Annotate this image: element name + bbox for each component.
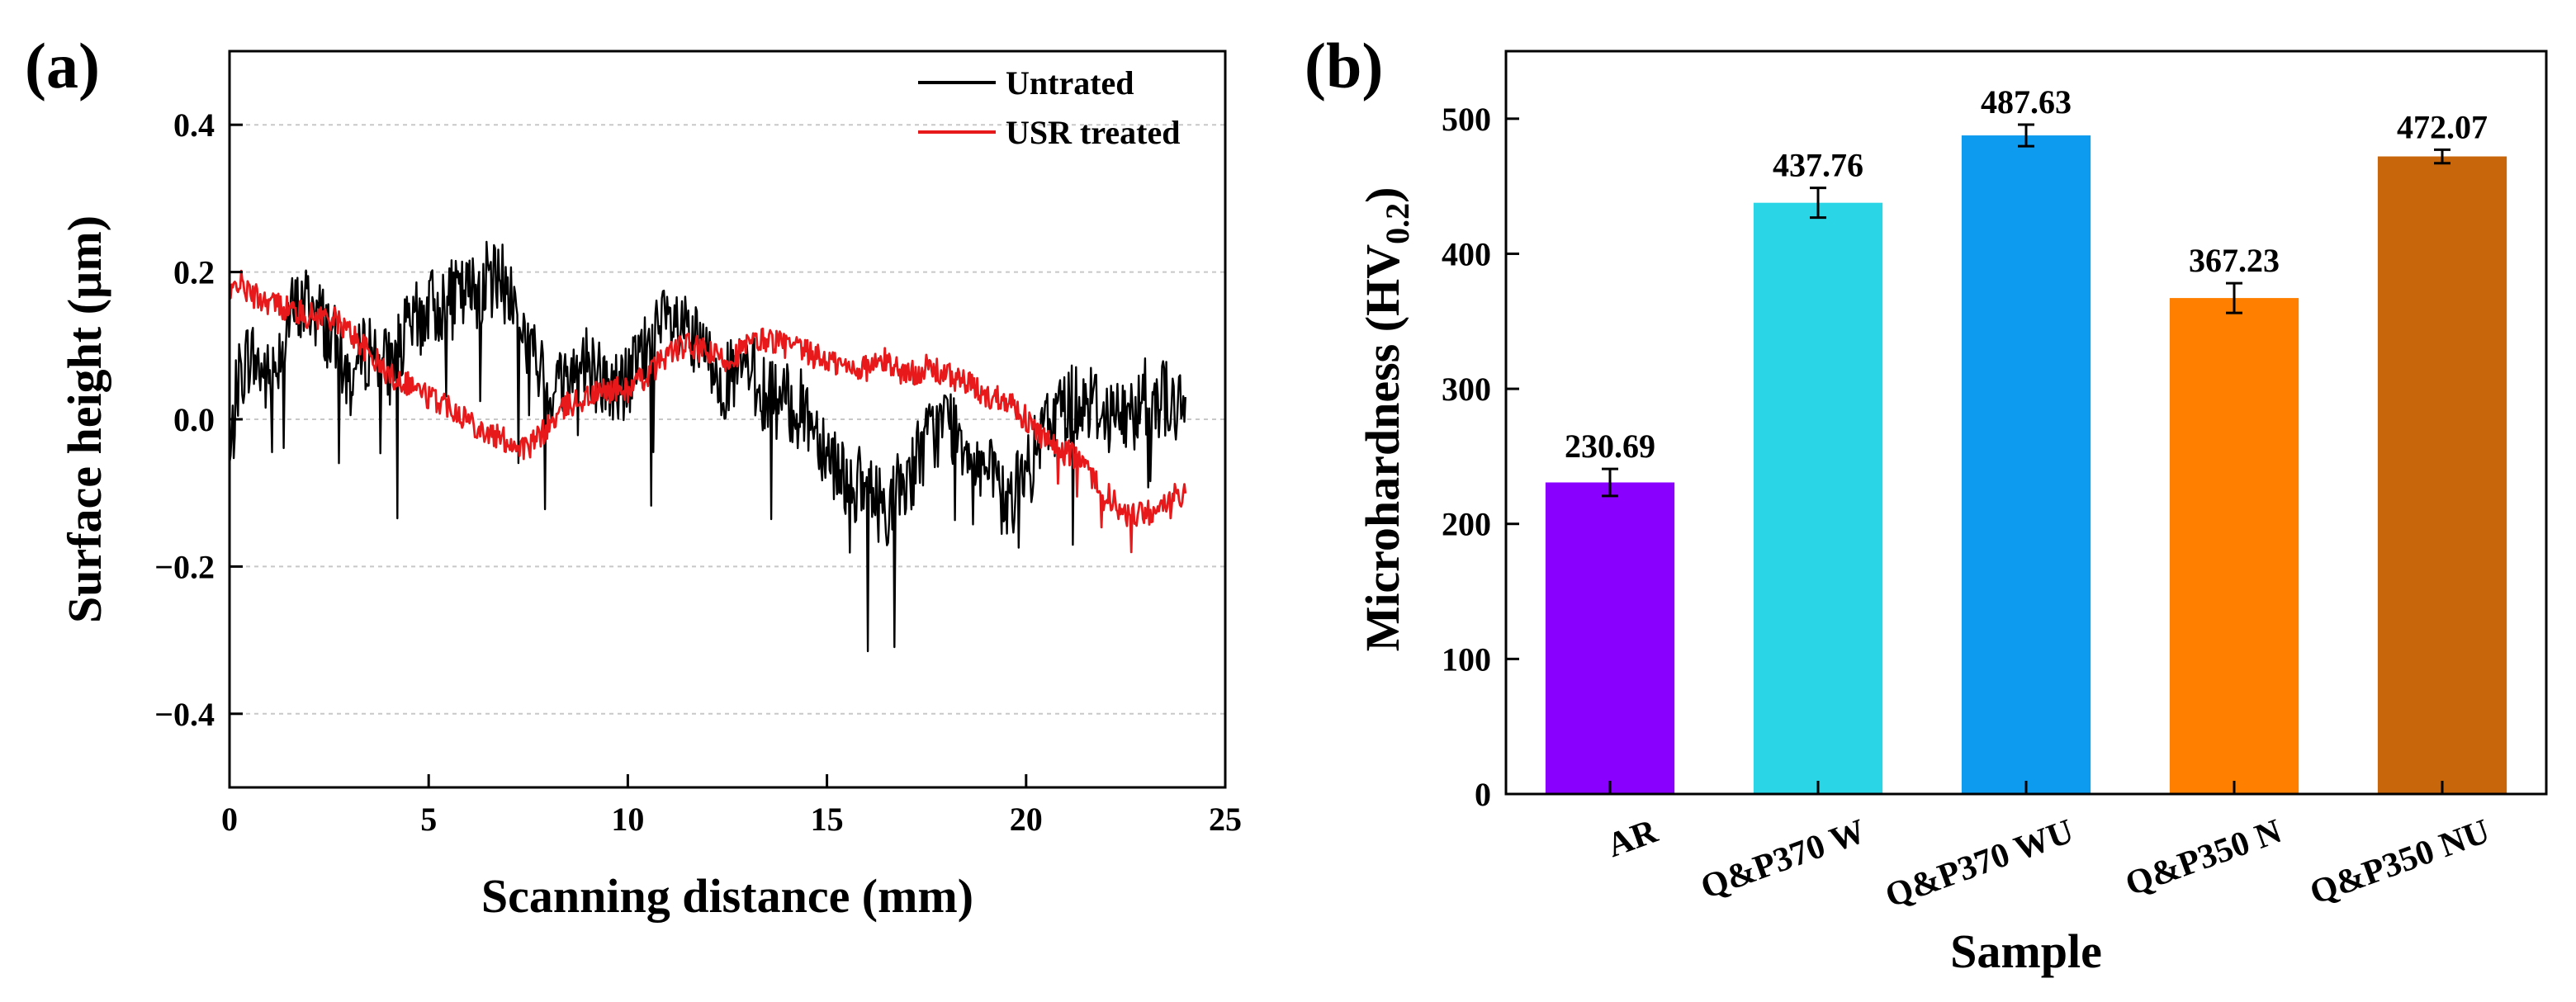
panel-b-category-label: Q&P350 N <box>2120 812 2286 904</box>
panel-a-series-line-untrated <box>228 240 1186 653</box>
panel-a-x-tick-label: 20 <box>1010 801 1043 838</box>
panel-a-x-tick-label: 15 <box>811 801 844 838</box>
panel-b-bar <box>2377 156 2507 794</box>
panel-a-x-tick-label: 0 <box>221 801 238 838</box>
panel-a-grid <box>230 124 1225 715</box>
panel-b-y-axis-title: Microhardness (HV0.2) <box>1356 187 1416 652</box>
panel-a-series-line-usr-treated <box>228 269 1187 554</box>
panel-a-series-group <box>228 240 1187 653</box>
panel-b-y-tick-label: 500 <box>1442 101 1491 138</box>
panel-b-category-label: Q&P350 NU <box>2305 812 2494 912</box>
panel-b-value-label: 437.76 <box>1773 147 1863 184</box>
panel-b-value-label: 487.63 <box>1981 83 2072 121</box>
panel-a-y-axis-title: Surface height (µm) <box>58 215 111 623</box>
panel-b-category-label: AR <box>1603 812 1663 865</box>
panel-b-bar <box>1753 202 1883 794</box>
panel-b-bar <box>1545 482 1675 794</box>
panel-b-y-tick-label: 100 <box>1442 640 1491 678</box>
panel-a-y-tick-label: −0.2 <box>154 548 215 585</box>
panel-b-y-tick-label: 0 <box>1475 776 1491 813</box>
panel-b-y-tick-label: 400 <box>1442 235 1491 272</box>
panel-b-category-label: Q&P370 W <box>1696 812 1870 906</box>
panel-a-line-chart: (a) −0.4 −0.2 0.0 0.2 0.4 0 5 10 15 20 25 Scanning… <box>25 30 1242 923</box>
panel-b-bars: 230.69 437.76 487.63 367.23 472.07 <box>1545 83 2507 794</box>
panel-b-value-label: 230.69 <box>1565 428 1655 465</box>
panel-b-y-axis-title-main: Microhardness (HV <box>1356 244 1409 652</box>
panel-a-y-tick-label: 0.0 <box>173 401 215 438</box>
panel-a-y-tick-label: 0.4 <box>173 106 215 144</box>
panel-a-y-tick-label: −0.4 <box>154 696 215 733</box>
panel-a-x-tick-label: 10 <box>611 801 644 838</box>
panel-a-y-tick-label: 0.2 <box>173 254 215 291</box>
panel-b-bar <box>2169 298 2299 794</box>
panel-a-x-axis-title: Scanning distance (mm) <box>481 869 973 923</box>
panel-a-x-tick-label: 5 <box>420 801 437 838</box>
panel-b-y-tick-label: 300 <box>1442 371 1491 408</box>
panel-b-x-axis-title: Sample <box>1950 924 2102 978</box>
panel-a-legend: Untrated USR treated <box>918 64 1180 151</box>
panel-b-label: (b) <box>1305 30 1383 102</box>
panel-a-ticks: −0.4 −0.2 0.0 0.2 0.4 0 5 10 15 20 25 <box>154 106 1242 838</box>
panel-b-value-label: 367.23 <box>2189 242 2280 279</box>
panel-b-value-label: 472.07 <box>2397 108 2488 145</box>
panel-b-bar <box>1961 135 2091 794</box>
panel-b-y-tick-label: 200 <box>1442 506 1491 543</box>
panel-a-legend-label: Untrated <box>1006 64 1134 102</box>
panel-a-label: (a) <box>25 30 100 102</box>
panel-a-legend-label: USR treated <box>1006 114 1180 151</box>
panel-b-y-axis-title-close: ) <box>1356 187 1409 203</box>
panel-b-bar-chart: (b) 230.69 437.76 487.63 367.23 472.07 0 100 2… <box>1305 30 2548 978</box>
panel-b-category-label: Q&P370 WU <box>1881 812 2079 915</box>
panel-a-x-tick-label: 25 <box>1209 801 1242 838</box>
panel-b-y-axis-title-subscript: 0.2 <box>1379 203 1416 244</box>
